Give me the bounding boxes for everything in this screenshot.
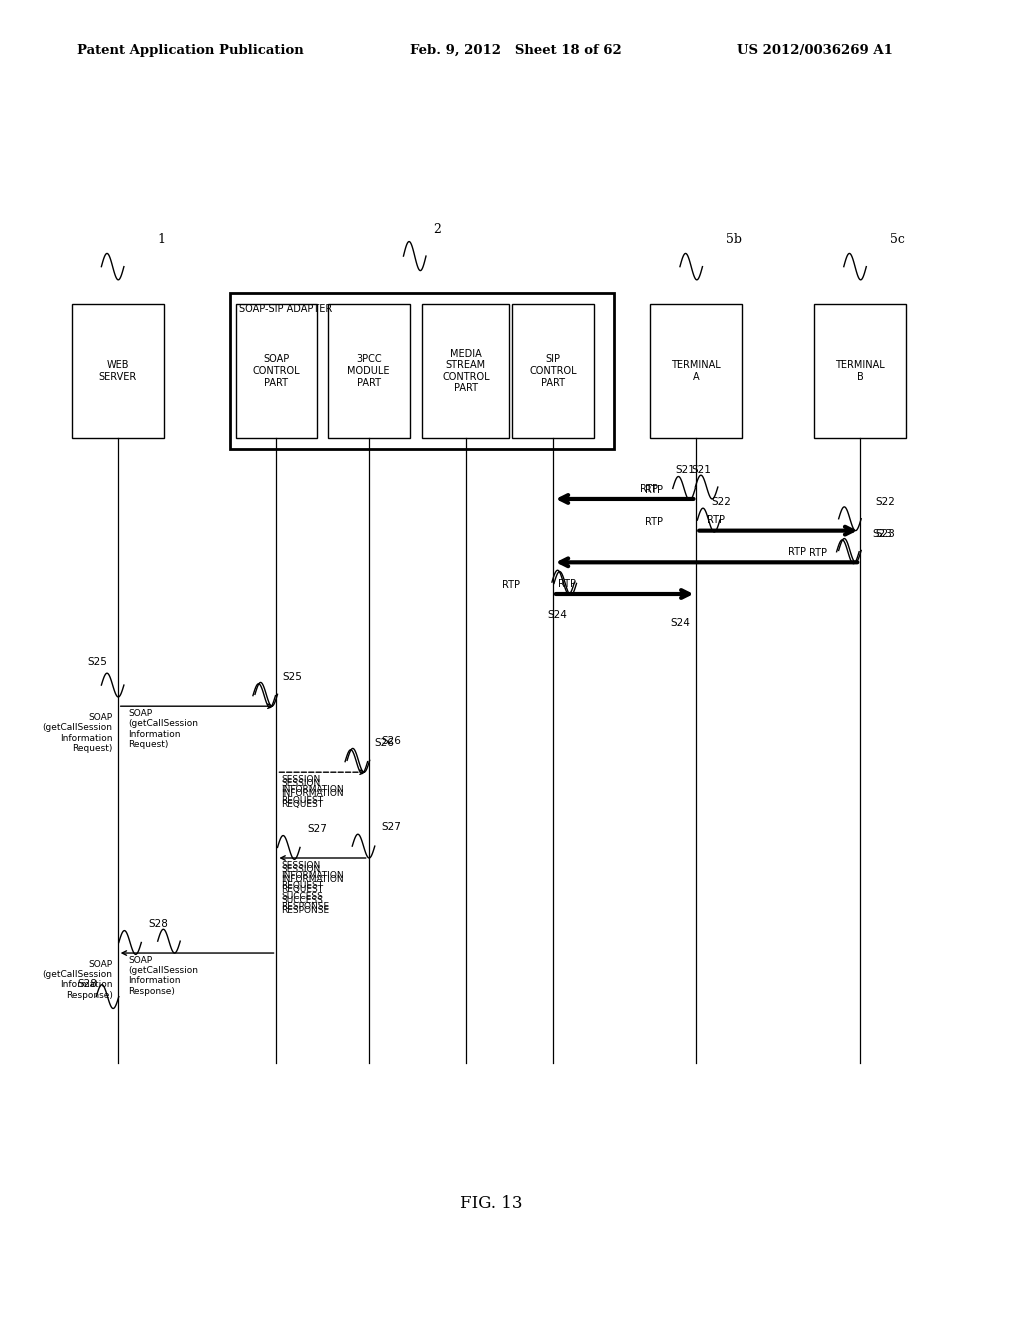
Text: S24: S24 [548, 610, 567, 620]
Text: SESSION
INFORMATION
REQUEST: SESSION INFORMATION REQUEST [282, 779, 344, 809]
Text: S24: S24 [671, 618, 690, 628]
Text: SOAP-SIP ADAPTER: SOAP-SIP ADAPTER [239, 304, 332, 314]
Text: SOAP
CONTROL
PART: SOAP CONTROL PART [253, 354, 300, 388]
Text: RTP: RTP [645, 516, 664, 527]
Text: 2: 2 [433, 223, 441, 236]
Text: WEB
SERVER: WEB SERVER [98, 360, 137, 381]
Text: S22: S22 [876, 496, 895, 507]
Text: S23: S23 [876, 528, 895, 539]
Text: RTP: RTP [788, 546, 807, 557]
Text: S22: S22 [712, 496, 731, 507]
Text: RTP: RTP [640, 483, 658, 494]
Bar [328, 304, 410, 438]
Text: MEDIA
STREAM
CONTROL
PART: MEDIA STREAM CONTROL PART [442, 348, 489, 393]
Text: S28: S28 [148, 919, 168, 929]
Text: S21: S21 [691, 465, 711, 475]
Text: RTP: RTP [809, 548, 827, 558]
Text: SOAP
(getCallSession
Information
Response): SOAP (getCallSession Information Respons… [128, 956, 198, 995]
Text: FIG. 13: FIG. 13 [460, 1196, 523, 1212]
Text: S26: S26 [381, 735, 400, 746]
Text: SOAP
(getCallSession
Information
Response): SOAP (getCallSession Information Respons… [43, 960, 113, 999]
Text: RTP: RTP [502, 579, 520, 590]
Bar [512, 304, 594, 438]
Text: TERMINAL
B: TERMINAL B [836, 360, 885, 381]
Text: S23: S23 [872, 528, 892, 539]
Text: SOAP
(getCallSession
Information
Request): SOAP (getCallSession Information Request… [128, 709, 198, 748]
Text: SESSION
INFORMATION
REQUEST: SESSION INFORMATION REQUEST [282, 775, 344, 805]
Text: Feb. 9, 2012   Sheet 18 of 62: Feb. 9, 2012 Sheet 18 of 62 [410, 44, 622, 57]
Bar [230, 293, 614, 449]
Text: SOAP
(getCallSession
Information
Request): SOAP (getCallSession Information Request… [43, 713, 113, 752]
Text: S28: S28 [77, 979, 97, 990]
Text: TERMINAL
A: TERMINAL A [672, 360, 721, 381]
Text: RTP: RTP [645, 484, 664, 495]
Text: 1: 1 [158, 232, 166, 246]
Text: SESSION
INFORMATION
REQUEST
SUCCESS
RESPONSE: SESSION INFORMATION REQUEST SUCCESS RESP… [282, 865, 344, 915]
Bar [650, 304, 742, 438]
Text: RTP: RTP [558, 578, 577, 589]
Text: 3PCC
MODULE
PART: 3PCC MODULE PART [347, 354, 390, 388]
Text: S25: S25 [87, 656, 108, 667]
Bar [236, 304, 317, 438]
Text: RTP: RTP [707, 515, 725, 525]
Text: S27: S27 [307, 824, 327, 834]
Text: S26: S26 [375, 738, 394, 748]
Text: SIP
CONTROL
PART: SIP CONTROL PART [529, 354, 577, 388]
Text: US 2012/0036269 A1: US 2012/0036269 A1 [737, 44, 893, 57]
Bar [72, 304, 164, 438]
Text: 5c: 5c [890, 232, 905, 246]
Text: S27: S27 [381, 821, 400, 832]
Text: S21: S21 [676, 465, 695, 475]
Bar [423, 304, 510, 438]
Text: SESSION
INFORMATION
REQUEST
SUCCESS
RESPONSE: SESSION INFORMATION REQUEST SUCCESS RESP… [282, 861, 344, 911]
Text: 5b: 5b [726, 232, 742, 246]
Text: S25: S25 [283, 672, 302, 682]
Bar [814, 304, 906, 438]
Text: Patent Application Publication: Patent Application Publication [77, 44, 303, 57]
